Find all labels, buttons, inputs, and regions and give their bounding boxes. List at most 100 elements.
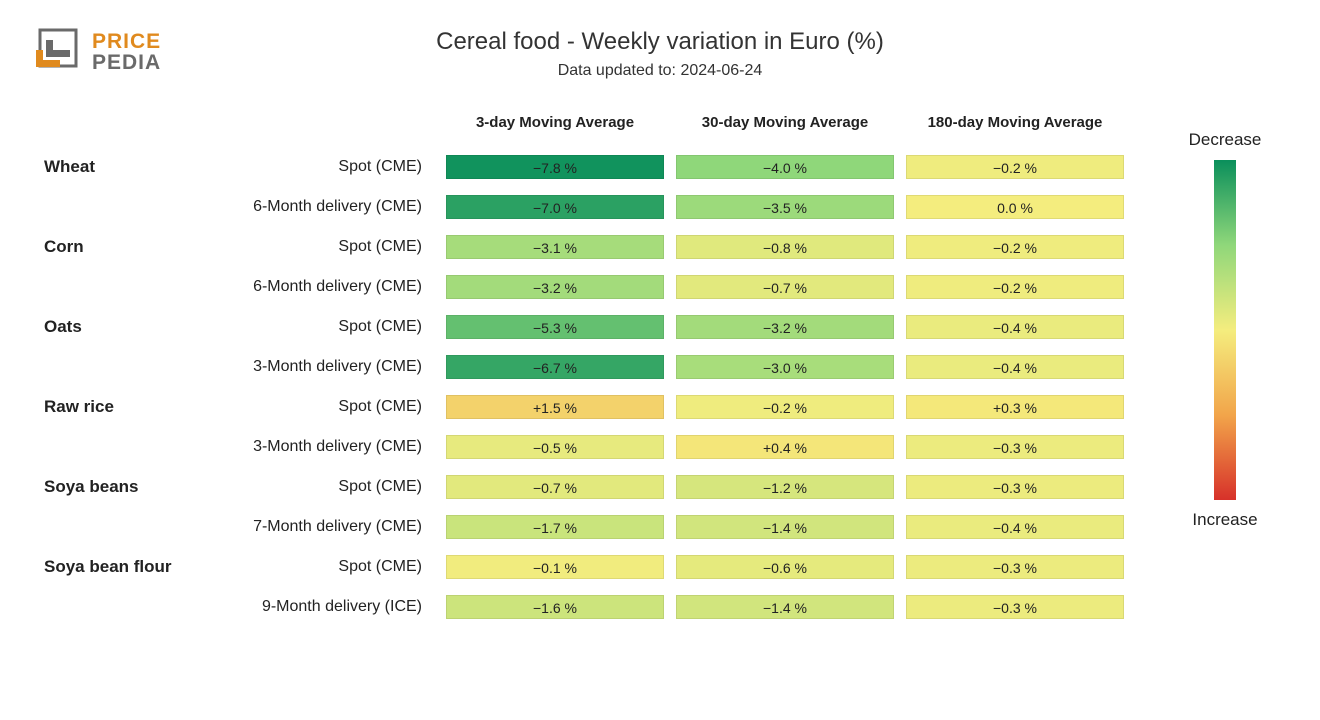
heatmap-cell: −1.4 %	[670, 515, 900, 539]
legend-label-bottom: Increase	[1170, 510, 1280, 530]
col-header-0: 3-day Moving Average	[440, 110, 670, 137]
cell-value: +0.4 %	[676, 435, 894, 459]
col-header-2: 180-day Moving Average	[900, 110, 1130, 137]
chart-subtitle: Data updated to: 2024-06-24	[0, 62, 1320, 80]
heatmap-table: 3-day Moving Average 30-day Moving Avera…	[40, 110, 1150, 627]
cell-value: −6.7 %	[446, 355, 664, 379]
cell-value: −3.0 %	[676, 355, 894, 379]
heatmap-cell: −0.2 %	[900, 275, 1130, 299]
heatmap-cell: −6.7 %	[440, 355, 670, 379]
legend-label-top: Decrease	[1170, 130, 1280, 150]
cell-value: −0.3 %	[906, 435, 1124, 459]
sub-label: Spot (CME)	[230, 398, 440, 416]
category-label: Soya bean flour	[40, 557, 230, 577]
cell-value: −1.6 %	[446, 595, 664, 619]
logo: PRICE PEDIA	[32, 26, 161, 78]
cell-value: −7.0 %	[446, 195, 664, 219]
cell-value: −0.5 %	[446, 435, 664, 459]
sub-label: 3-Month delivery (CME)	[230, 438, 440, 456]
heatmap-cell: −0.2 %	[900, 155, 1130, 179]
heatmap-cell: −0.3 %	[900, 555, 1130, 579]
cell-value: −7.8 %	[446, 155, 664, 179]
cell-value: −0.3 %	[906, 555, 1124, 579]
category-label: Wheat	[40, 157, 230, 177]
category-label: Corn	[40, 237, 230, 257]
sub-label: 9-Month delivery (ICE)	[230, 598, 440, 616]
cell-value: −1.2 %	[676, 475, 894, 499]
heatmap-cell: −0.7 %	[670, 275, 900, 299]
table-row: CornSpot (CME) −3.1 % −0.8 % −0.2 %	[40, 227, 1150, 267]
cell-value: −0.3 %	[906, 595, 1124, 619]
heatmap-cell: −0.3 %	[900, 435, 1130, 459]
table-row: WheatSpot (CME) −7.8 %−4.0 %−0.2 %	[40, 147, 1150, 187]
cell-value: −0.6 %	[676, 555, 894, 579]
heatmap-cell: −0.2 %	[670, 395, 900, 419]
heatmap-cell: −7.0 %	[440, 195, 670, 219]
cell-value: −0.7 %	[446, 475, 664, 499]
heatmap-cell: −7.8 %	[440, 155, 670, 179]
cell-value: −1.4 %	[676, 515, 894, 539]
heatmap-cell: +0.4 %	[670, 435, 900, 459]
heatmap-cell: −0.6 %	[670, 555, 900, 579]
cell-value: +0.3 %	[906, 395, 1124, 419]
table-row: 3-Month delivery (CME) −0.5 % +0.4 % −0.3 %	[40, 427, 1150, 467]
cell-value: −0.3 %	[906, 475, 1124, 499]
table-row: 9-Month delivery (ICE) −1.6 %−1.4 %−0.3 %	[40, 587, 1150, 627]
category-label: Raw rice	[40, 397, 230, 417]
sub-label: Spot (CME)	[230, 558, 440, 576]
logo-mark-icon	[32, 26, 84, 78]
heatmap-cell: −3.2 %	[440, 275, 670, 299]
col-header-1: 30-day Moving Average	[670, 110, 900, 137]
heatmap-cell: −0.7 %	[440, 475, 670, 499]
cell-value: +1.5 %	[446, 395, 664, 419]
cell-value: 0.0 %	[906, 195, 1124, 219]
heatmap-cell: +1.5 %	[440, 395, 670, 419]
chart-title: Cereal food - Weekly variation in Euro (…	[0, 0, 1320, 56]
heatmap-cell: −0.3 %	[900, 475, 1130, 499]
table-row: 7-Month delivery (CME)−1.7 %−1.4 %−0.4 %	[40, 507, 1150, 547]
sub-label: Spot (CME)	[230, 478, 440, 496]
table-rows: WheatSpot (CME)−7.8 %−4.0 %−0.2 %6-Month…	[40, 147, 1150, 627]
heatmap-cell: −3.2 %	[670, 315, 900, 339]
heatmap-cell: −3.1 %	[440, 235, 670, 259]
table-row: OatsSpot (CME) −5.3 % −3.2 % −0.4 %	[40, 307, 1150, 347]
table-row: 6-Month delivery (CME)−7.0 %−3.5 %0.0 %	[40, 187, 1150, 227]
logo-text-bottom: PEDIA	[92, 52, 161, 73]
cell-value: −0.2 %	[906, 155, 1124, 179]
sub-label: Spot (CME)	[230, 238, 440, 256]
cell-value: −3.1 %	[446, 235, 664, 259]
heatmap-cell: −4.0 %	[670, 155, 900, 179]
table-row: 3-Month delivery (CME) −6.7 % −3.0 % −0.4 %	[40, 347, 1150, 387]
cell-value: −0.2 %	[676, 395, 894, 419]
heatmap-cell: −0.5 %	[440, 435, 670, 459]
heatmap-cell: −1.4 %	[670, 595, 900, 619]
heatmap-cell: +0.3 %	[900, 395, 1130, 419]
cell-value: −1.7 %	[446, 515, 664, 539]
sub-label: 7-Month delivery (CME)	[230, 518, 440, 536]
table-row: Soya beansSpot (CME) −0.7 % −1.2 % −0.3 %	[40, 467, 1150, 507]
category-label: Soya beans	[40, 477, 230, 497]
sub-label: Spot (CME)	[230, 158, 440, 176]
heatmap-cell: −5.3 %	[440, 315, 670, 339]
cell-value: −0.7 %	[676, 275, 894, 299]
category-label: Oats	[40, 317, 230, 337]
cell-value: −0.8 %	[676, 235, 894, 259]
sub-label: Spot (CME)	[230, 318, 440, 336]
color-legend: Decrease Increase	[1170, 130, 1280, 530]
sub-label: 3-Month delivery (CME)	[230, 358, 440, 376]
cell-value: −0.4 %	[906, 315, 1124, 339]
heatmap-cell: −0.1 %	[440, 555, 670, 579]
heatmap-cell: −3.0 %	[670, 355, 900, 379]
cell-value: −0.4 %	[906, 355, 1124, 379]
table-row: 6-Month delivery (CME)−3.2 %−0.7 %−0.2 %	[40, 267, 1150, 307]
table-row: Soya bean flourSpot (CME)−0.1 %−0.6 % −0.…	[40, 547, 1150, 587]
cell-value: −5.3 %	[446, 315, 664, 339]
column-headers: 3-day Moving Average 30-day Moving Avera…	[40, 110, 1150, 137]
cell-value: −3.2 %	[446, 275, 664, 299]
heatmap-cell: −0.8 %	[670, 235, 900, 259]
logo-text: PRICE PEDIA	[92, 31, 161, 73]
heatmap-cell: −0.3 %	[900, 595, 1130, 619]
cell-value: −3.2 %	[676, 315, 894, 339]
cell-value: −0.2 %	[906, 235, 1124, 259]
heatmap-cell: −3.5 %	[670, 195, 900, 219]
